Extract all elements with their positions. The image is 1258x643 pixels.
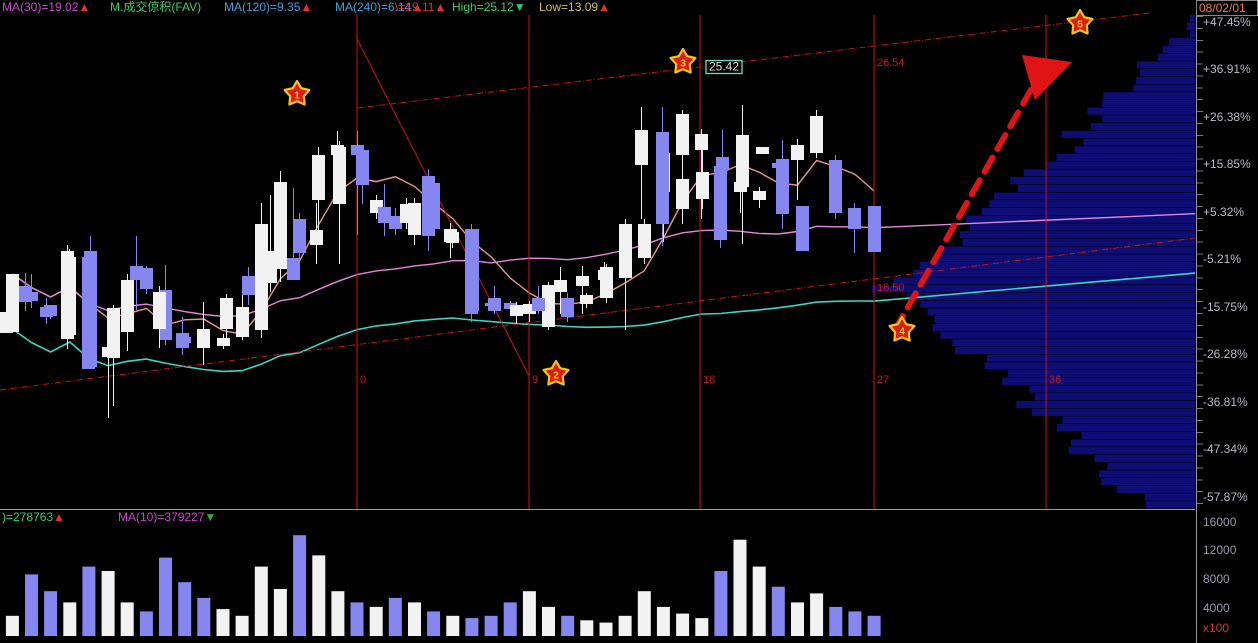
- svg-text:36: 36: [1049, 374, 1061, 386]
- svg-text:9: 9: [532, 374, 538, 386]
- svg-text:26.54: 26.54: [877, 57, 905, 69]
- svg-text:0: 0: [360, 374, 366, 386]
- svg-text:16.50: 16.50: [877, 282, 905, 294]
- svg-text:18: 18: [703, 374, 715, 386]
- svg-text:25.42: 25.42: [709, 60, 739, 74]
- svg-text:4: 4: [899, 325, 905, 337]
- svg-text:5: 5: [1077, 18, 1083, 30]
- svg-text:3: 3: [680, 57, 686, 69]
- svg-text:27: 27: [877, 374, 889, 386]
- svg-text:2: 2: [553, 369, 559, 381]
- svg-text:1: 1: [294, 89, 300, 101]
